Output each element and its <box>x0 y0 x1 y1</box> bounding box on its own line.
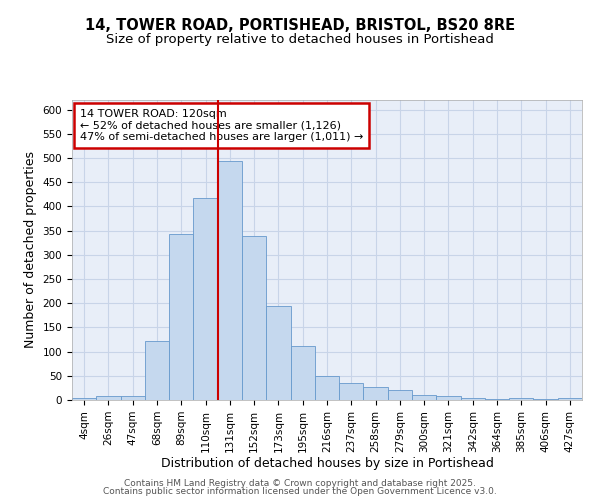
X-axis label: Distribution of detached houses by size in Portishead: Distribution of detached houses by size … <box>161 458 493 470</box>
Bar <box>96 396 121 400</box>
Bar <box>436 396 461 400</box>
Bar <box>218 162 242 400</box>
Bar <box>412 395 436 400</box>
Bar <box>121 396 145 400</box>
Text: Contains HM Land Registry data © Crown copyright and database right 2025.: Contains HM Land Registry data © Crown c… <box>124 478 476 488</box>
Bar <box>339 383 364 400</box>
Text: 14 TOWER ROAD: 120sqm
← 52% of detached houses are smaller (1,126)
47% of semi-d: 14 TOWER ROAD: 120sqm ← 52% of detached … <box>80 109 363 142</box>
Bar <box>193 198 218 400</box>
Bar <box>72 398 96 400</box>
Bar <box>485 398 509 400</box>
Bar <box>388 390 412 400</box>
Text: 14, TOWER ROAD, PORTISHEAD, BRISTOL, BS20 8RE: 14, TOWER ROAD, PORTISHEAD, BRISTOL, BS2… <box>85 18 515 32</box>
Bar <box>290 346 315 400</box>
Text: Contains public sector information licensed under the Open Government Licence v3: Contains public sector information licen… <box>103 487 497 496</box>
Bar <box>169 234 193 400</box>
Bar <box>558 398 582 400</box>
Bar <box>509 398 533 400</box>
Bar <box>145 341 169 400</box>
Bar <box>461 398 485 400</box>
Bar <box>315 376 339 400</box>
Bar <box>533 398 558 400</box>
Y-axis label: Number of detached properties: Number of detached properties <box>24 152 37 348</box>
Bar <box>364 387 388 400</box>
Bar <box>266 306 290 400</box>
Text: Size of property relative to detached houses in Portishead: Size of property relative to detached ho… <box>106 32 494 46</box>
Bar <box>242 236 266 400</box>
